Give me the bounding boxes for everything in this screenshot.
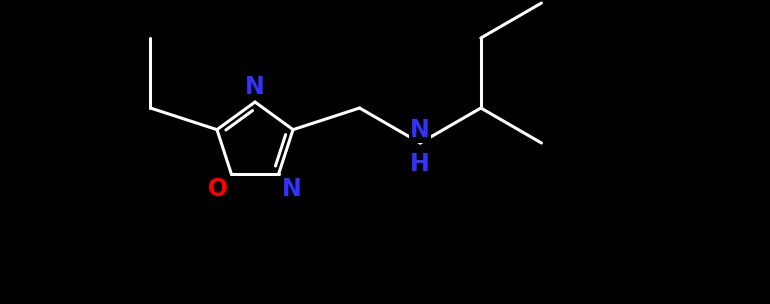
Text: N: N (245, 75, 265, 99)
Text: N: N (282, 177, 301, 201)
Text: H: H (410, 152, 430, 176)
Text: O: O (209, 177, 229, 201)
Text: N: N (410, 118, 430, 142)
